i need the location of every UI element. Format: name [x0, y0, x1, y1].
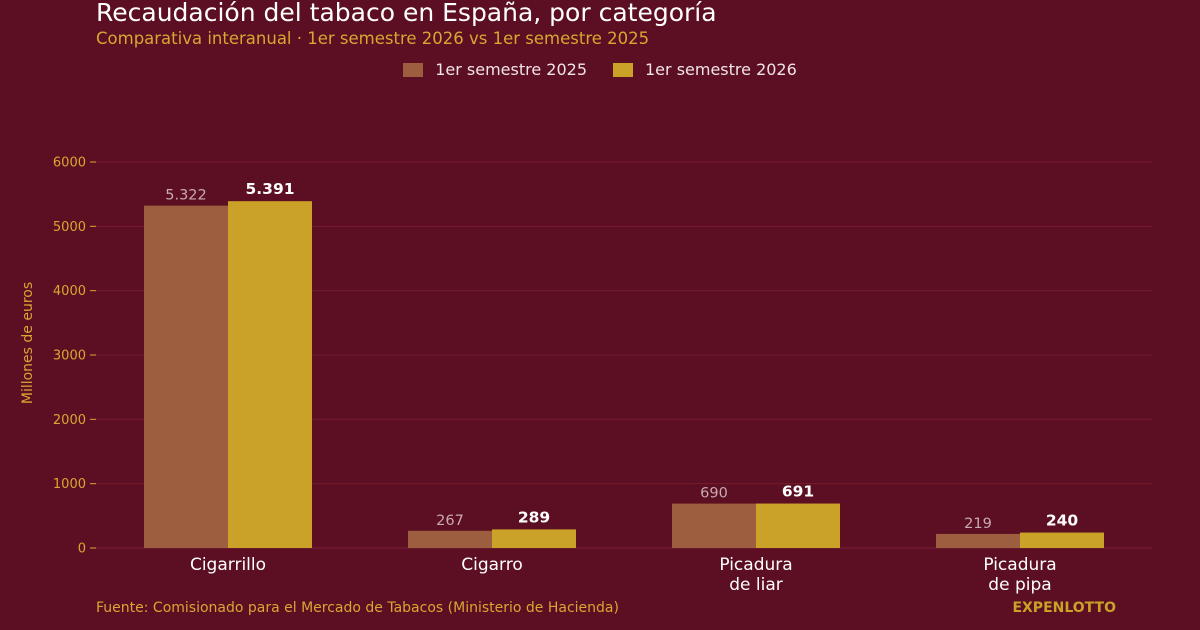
x-tick-label: Cigarrillo — [190, 555, 266, 575]
data-label-2026: 691 — [782, 483, 814, 501]
chart-title: Recaudación del tabaco en España, por ca… — [96, 0, 717, 27]
y-tick-label: 5000 — [53, 220, 86, 235]
y-axis-label: Millones de euros — [20, 282, 36, 404]
data-label-2025: 219 — [964, 516, 992, 532]
data-label-2025: 267 — [436, 513, 464, 529]
x-tick-label: de liar — [729, 575, 783, 595]
data-label-2025: 690 — [700, 486, 728, 502]
data-label-2026: 5.391 — [245, 180, 294, 198]
legend-item-2025: 1er semestre 2025 — [403, 60, 587, 79]
y-tick-label: 1000 — [53, 477, 86, 492]
data-label-2026: 240 — [1046, 512, 1079, 530]
bar-2025 — [408, 530, 492, 548]
legend-label-2025: 1er semestre 2025 — [435, 60, 587, 79]
bar-2026 — [756, 503, 840, 548]
source-note: Fuente: Comisionado para el Mercado de T… — [96, 600, 619, 616]
x-tick-label: Picadura — [719, 555, 792, 575]
chart-subtitle: Comparativa interanual · 1er semestre 20… — [96, 29, 650, 48]
y-tick-label: 0 — [78, 542, 86, 557]
y-tick-label: 4000 — [53, 284, 86, 299]
y-tick-label: 6000 — [53, 156, 86, 171]
x-tick-label: Picadura — [983, 555, 1056, 575]
bar-2026 — [228, 201, 312, 548]
legend-swatch-2026 — [613, 62, 633, 77]
legend-label-2026: 1er semestre 2026 — [645, 60, 797, 79]
bar-2026 — [492, 529, 576, 548]
legend-item-2026: 1er semestre 2026 — [613, 60, 797, 79]
y-tick-label: 2000 — [53, 413, 86, 428]
bar-2026 — [1020, 532, 1104, 548]
bar-2025 — [936, 533, 1020, 548]
x-tick-label: de pipa — [988, 575, 1051, 595]
bar-2025 — [144, 205, 228, 549]
legend-swatch-2025 — [403, 62, 424, 77]
brand-logo: EXPENLOTTO — [1012, 600, 1116, 616]
y-tick-label: 3000 — [53, 349, 86, 364]
data-label-2025: 5.322 — [165, 188, 207, 204]
legend: 1er semestre 2025 1er semestre 2026 — [0, 60, 1200, 79]
bar-2025 — [672, 503, 756, 548]
data-label-2026: 289 — [518, 508, 550, 526]
x-tick-label: Cigarro — [461, 555, 523, 575]
